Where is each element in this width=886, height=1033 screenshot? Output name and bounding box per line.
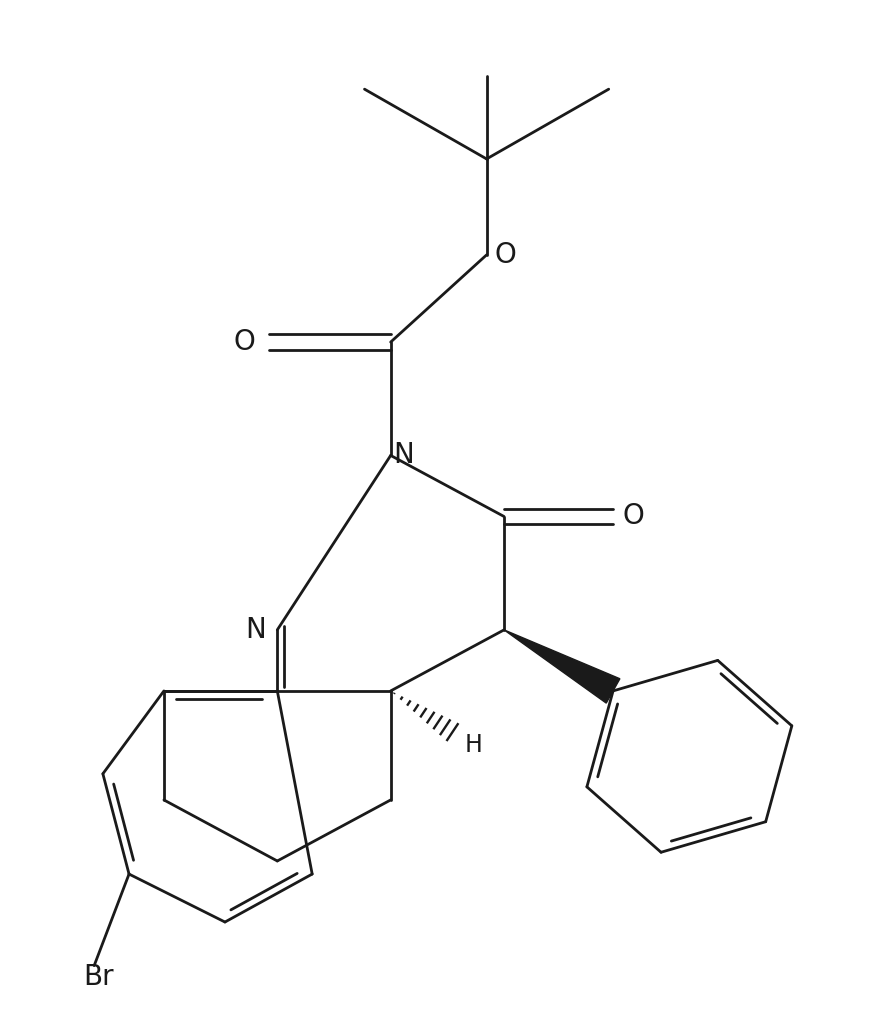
Text: N: N [245,616,266,644]
Text: N: N [393,441,414,469]
Text: O: O [495,241,517,269]
Polygon shape [504,630,620,703]
Text: Br: Br [83,963,113,991]
Text: O: O [233,328,255,356]
Text: O: O [622,502,644,531]
Text: H: H [464,733,483,757]
